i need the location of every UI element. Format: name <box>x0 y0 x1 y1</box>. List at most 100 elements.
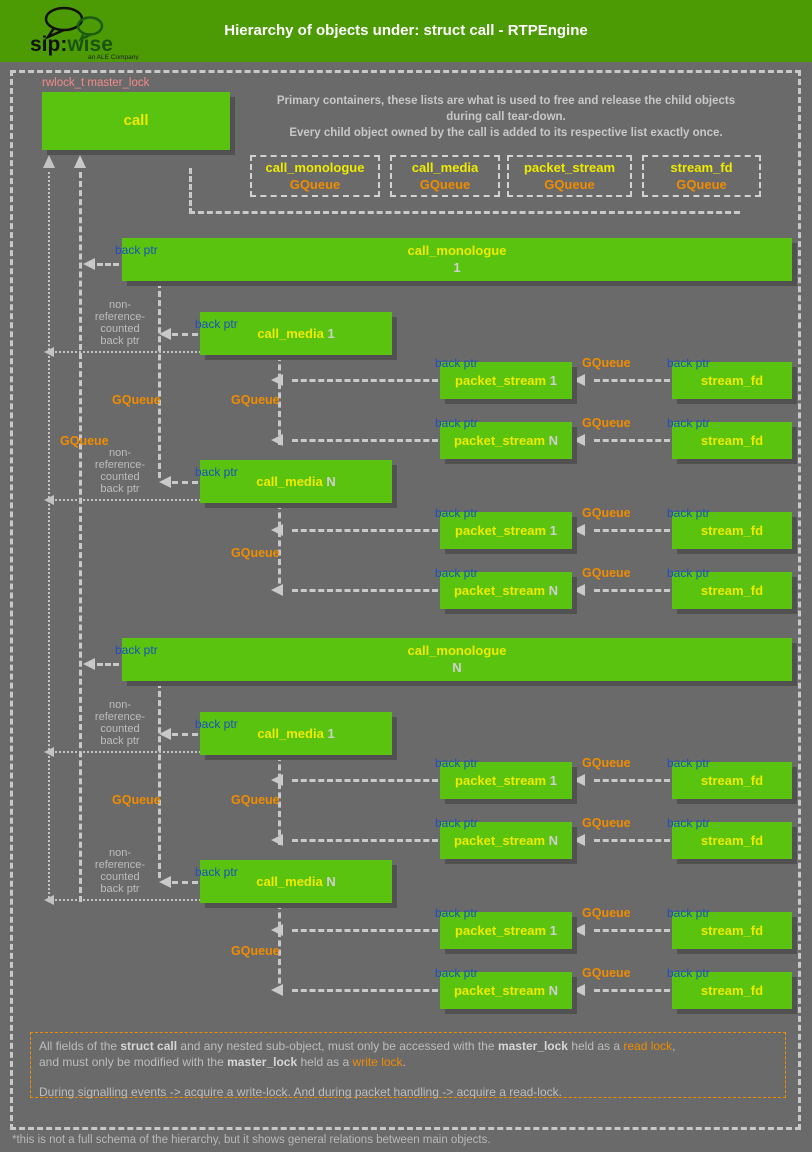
note-line-2: and must only be modified with the maste… <box>39 1055 406 1069</box>
left-arrowhead <box>159 476 171 488</box>
back-ptr-label: back ptr <box>435 356 478 370</box>
call-monologue-node: call_monologue N <box>122 638 792 681</box>
stream-gqueue-line <box>278 503 281 593</box>
packet-stream-node: packet_stream N <box>440 822 572 859</box>
left-arrowhead <box>271 434 283 446</box>
packet-stream-node: packet_stream 1 <box>440 912 572 949</box>
node-label: packet_stream <box>453 583 546 598</box>
legend-packet-stream-queue: packet_stream GQueue <box>507 155 632 197</box>
media-gqueue-line <box>158 682 161 878</box>
gqueue-label: GQueue <box>582 756 631 770</box>
back-ptr-label: back ptr <box>195 717 238 731</box>
node-label: call_media <box>256 474 323 489</box>
non-ref-label: non- reference- counted back ptr <box>94 847 146 895</box>
node-label: stream_fd <box>700 583 764 598</box>
left-arrowhead <box>271 984 283 996</box>
intro-text: Primary containers, these lists are what… <box>200 93 812 141</box>
non-ref-label: non- reference- counted back ptr <box>94 699 146 747</box>
left-arrowhead <box>44 747 54 757</box>
back-ptr-arrow <box>292 589 438 592</box>
back-ptr-arrow <box>594 589 670 592</box>
left-arrowhead <box>271 374 283 386</box>
call-media-node: call_media N <box>200 460 392 503</box>
stream-fd-node: stream_fd <box>672 762 792 799</box>
legend-call-monologue-queue: call_monologue GQueue <box>250 155 380 197</box>
node-index: 1 <box>549 923 557 938</box>
left-arrowhead <box>271 924 283 936</box>
node-label: packet_stream <box>455 923 547 938</box>
legend-stream-fd-queue: stream_fd GQueue <box>642 155 761 197</box>
left-arrowhead <box>573 834 585 846</box>
legend-type: GQueue <box>419 177 471 192</box>
gqueue-label: GQueue <box>582 506 631 520</box>
stream-fd-node: stream_fd <box>672 912 792 949</box>
call-media-node: call_media 1 <box>200 712 392 755</box>
left-arrowhead <box>271 834 283 846</box>
left-arrowhead <box>44 347 54 357</box>
legend-type: GQueue <box>289 177 341 192</box>
back-ptr-arrow <box>594 379 670 382</box>
node-index: 1 <box>327 726 335 741</box>
stream-fd-node: stream_fd <box>672 362 792 399</box>
left-arrowhead <box>573 774 585 786</box>
call-media-node: call_media N <box>200 860 392 903</box>
back-ptr-arrow <box>172 733 198 736</box>
node-label: packet_stream <box>455 373 547 388</box>
back-ptr-arrow <box>172 333 198 336</box>
legend-name: packet_stream <box>523 160 616 175</box>
legend-name: call_media <box>411 160 479 175</box>
locking-note: All fields of the struct call and any ne… <box>30 1032 786 1099</box>
gqueue-label: GQueue <box>231 944 280 958</box>
page-title: Hierarchy of objects under: struct call … <box>224 22 588 39</box>
non-ref-label: non- reference- counted back ptr <box>94 299 146 347</box>
left-arrowhead <box>159 876 171 888</box>
legend-name: stream_fd <box>670 160 733 175</box>
note-line-3: During signalling events -> acquire a wr… <box>39 1085 562 1099</box>
back-ptr-arrow <box>594 839 670 842</box>
stream-fd-node: stream_fd <box>672 822 792 859</box>
legend-connector-horizontal <box>189 211 740 214</box>
node-index: 1 <box>549 373 557 388</box>
node-index: N <box>548 583 559 598</box>
gqueue-label: GQueue <box>582 416 631 430</box>
back-ptr-arrow <box>594 529 670 532</box>
stream-fd-node: stream_fd <box>672 572 792 609</box>
gqueue-label: GQueue <box>582 966 631 980</box>
back-ptr-label: back ptr <box>667 906 710 920</box>
call-media-node: call_media 1 <box>200 312 392 355</box>
gqueue-label: GQueue <box>582 566 631 580</box>
node-label: packet_stream <box>455 523 547 538</box>
left-arrowhead <box>271 584 283 596</box>
stream-fd-node: stream_fd <box>672 422 792 459</box>
left-arrowhead <box>44 495 54 505</box>
node-index: 1 <box>453 260 461 275</box>
left-arrowhead <box>159 328 171 340</box>
back-ptr-arrow <box>594 779 670 782</box>
sipwise-logo: sip:wise an ALE Company <box>30 6 139 60</box>
diagram-outer-border <box>10 70 801 1130</box>
back-ptr-label: back ptr <box>195 465 238 479</box>
note-line-1: All fields of the struct call and any ne… <box>39 1039 676 1053</box>
node-label: packet_stream <box>453 833 546 848</box>
node-label: packet_stream <box>453 983 546 998</box>
back-ptr-arrow <box>172 481 198 484</box>
gqueue-label: GQueue <box>582 906 631 920</box>
back-ptr-label: back ptr <box>667 566 710 580</box>
packet-stream-node: packet_stream N <box>440 572 572 609</box>
node-index: N <box>452 660 462 675</box>
back-ptr-label: back ptr <box>195 865 238 879</box>
gqueue-label: GQueue <box>231 793 280 807</box>
node-label: stream_fd <box>700 373 764 388</box>
left-arrowhead <box>271 774 283 786</box>
gqueue-label: GQueue <box>582 816 631 830</box>
back-ptr-arrow <box>292 439 438 442</box>
node-label: packet_stream <box>455 773 547 788</box>
node-label: stream_fd <box>700 923 764 938</box>
back-ptr-arrow <box>292 779 438 782</box>
back-ptr-arrow <box>292 529 438 532</box>
back-ptr-label: back ptr <box>667 816 710 830</box>
intro-line-2: during call tear-down. <box>446 111 566 123</box>
back-ptr-label: back ptr <box>435 906 478 920</box>
back-ptr-label: back ptr <box>195 317 238 331</box>
